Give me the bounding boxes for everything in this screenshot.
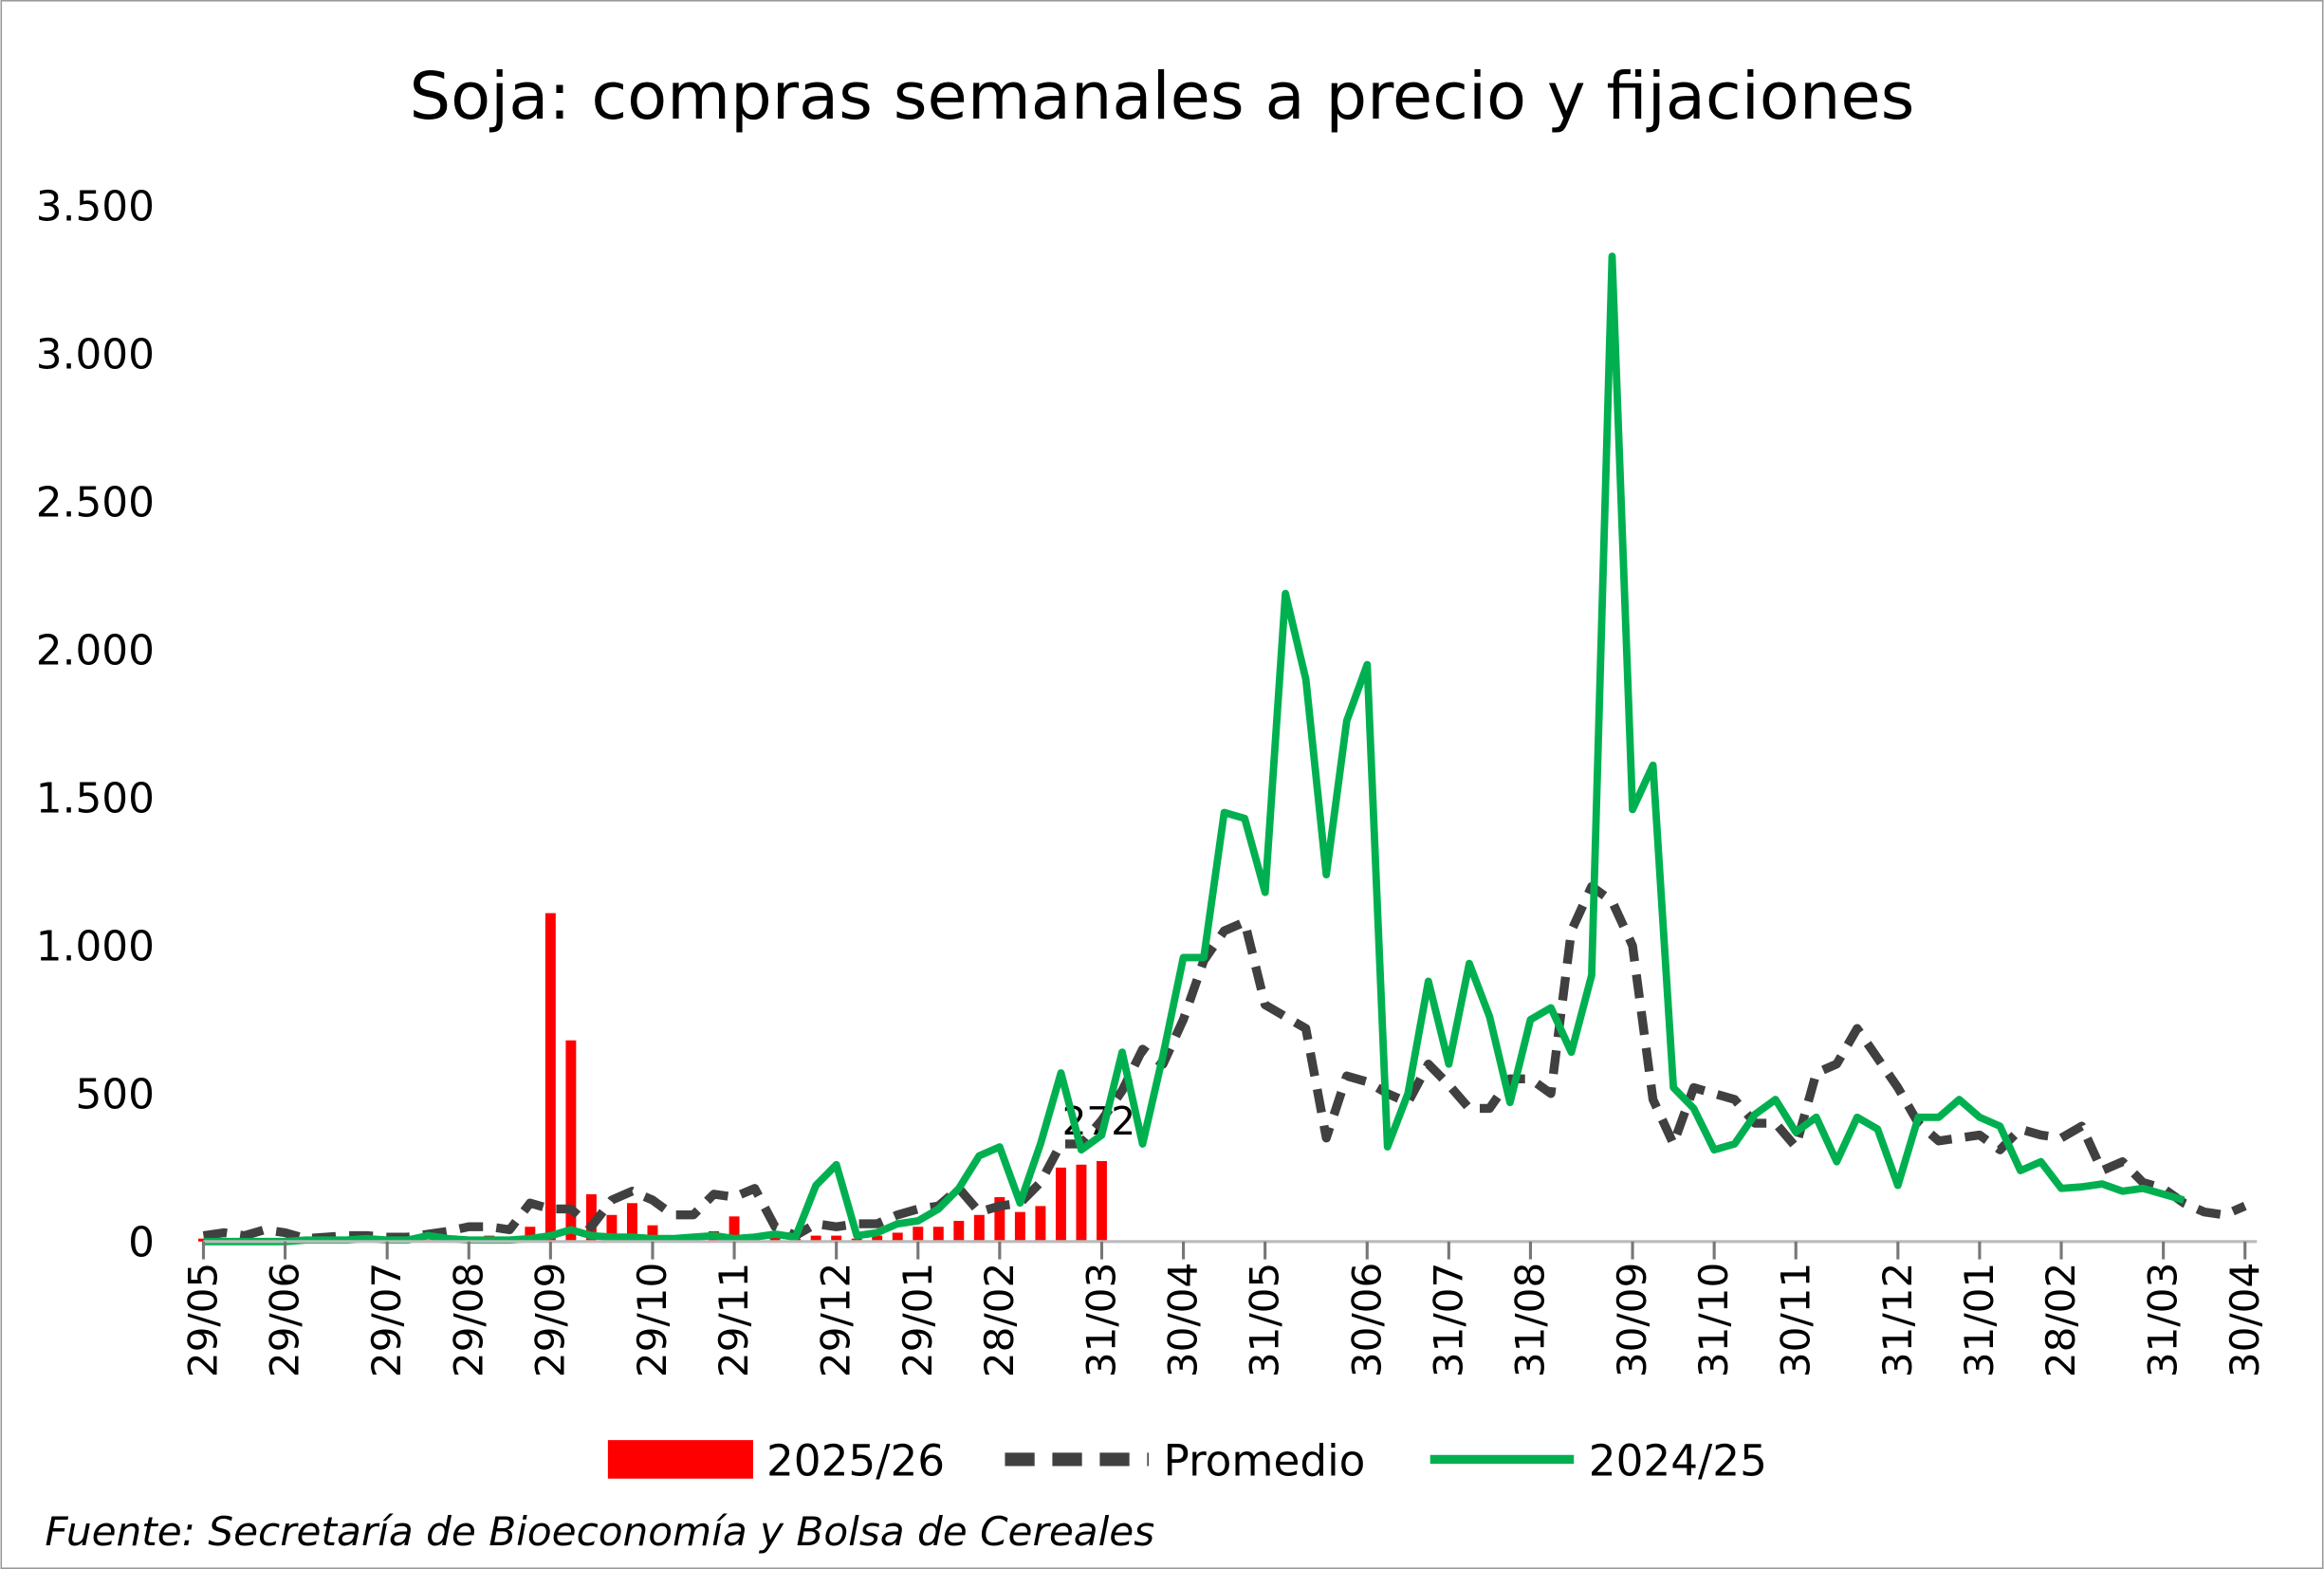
y-tick-label: 1.500 [36, 775, 155, 823]
x-tick-label: 31/01 [1956, 1263, 2002, 1378]
bar [1076, 1164, 1087, 1242]
y-tick-label: 500 [75, 1070, 154, 1118]
x-tick-label: 31/07 [1425, 1263, 1471, 1377]
x-tick-label: 29/08 [445, 1263, 491, 1378]
x-tick-label: 29/05 [180, 1263, 227, 1378]
x-tick-label: 30/04 [1160, 1263, 1207, 1377]
bar [953, 1220, 965, 1242]
plot: 272 [198, 252, 2247, 1246]
legend-label: Promedio [1164, 1436, 1366, 1486]
bar [810, 1235, 821, 1242]
bar [585, 1193, 597, 1242]
bar [973, 1214, 985, 1242]
chart-title: Soja: compras semanales a precio y fijac… [410, 59, 1915, 135]
source-note: Fuente: Secretaría de Bioeconomía y Bols… [45, 1508, 1154, 1555]
y-tick-label: 0 [128, 1218, 155, 1266]
x-tick-label: 30/09 [1609, 1263, 1655, 1378]
y-tick-label: 1.000 [36, 923, 155, 971]
y-tick-label: 3.000 [36, 331, 155, 379]
bar [892, 1232, 903, 1242]
x-tick-label: 29/11 [710, 1263, 757, 1378]
x-tick-label: 29/10 [629, 1263, 675, 1378]
x-tick-label: 28/02 [2038, 1263, 2084, 1378]
x-tick-label: 30/11 [1772, 1263, 1818, 1378]
line-series [202, 881, 2247, 1244]
bar [1096, 1160, 1107, 1242]
x-tick-label: 29/01 [895, 1263, 941, 1378]
bar [647, 1225, 658, 1242]
x-tick-label: 30/04 [2222, 1263, 2268, 1378]
x-tick-label: 31/03 [2140, 1263, 2186, 1378]
line-series [203, 252, 2186, 1246]
bar [1055, 1167, 1066, 1242]
legend-label: 2024/25 [1589, 1436, 1767, 1486]
x-tick-label: 28/02 [976, 1263, 1023, 1377]
x-tick-label: 31/05 [1242, 1263, 1288, 1378]
bar [1014, 1211, 1025, 1242]
x-tick-label: 31/10 [1690, 1263, 1737, 1378]
legend-swatch [607, 1440, 753, 1479]
x-tick-label: 31/03 [1079, 1263, 1125, 1377]
y-tick-label: 3.500 [36, 183, 155, 231]
x-tick-label: 29/09 [526, 1263, 573, 1378]
bar [913, 1227, 924, 1242]
bar [729, 1216, 740, 1242]
x-tick-label: 29/12 [813, 1263, 859, 1377]
x-tick-label: 31/12 [1874, 1263, 1921, 1378]
bar [872, 1235, 883, 1242]
bar [565, 1040, 577, 1242]
bar [769, 1237, 781, 1242]
x-tick-label: 30/06 [1343, 1263, 1390, 1378]
bar [626, 1203, 637, 1242]
y-tick-label: 2.000 [36, 627, 155, 675]
legend: 2025/26 Promedio 2024/25 [607, 1436, 1767, 1486]
bar [606, 1214, 618, 1242]
bar [525, 1227, 536, 1242]
bar [544, 913, 556, 1242]
bar [932, 1227, 944, 1242]
bar [831, 1235, 842, 1242]
x-tick-label: 31/08 [1506, 1263, 1553, 1378]
legend-label: 2025/26 [766, 1436, 945, 1486]
x-tick-label: 29/07 [363, 1263, 410, 1378]
bar [994, 1197, 1005, 1242]
bar [1035, 1206, 1046, 1242]
y-tick-label: 2.500 [36, 479, 155, 527]
x-tick-label: 29/06 [262, 1263, 308, 1378]
